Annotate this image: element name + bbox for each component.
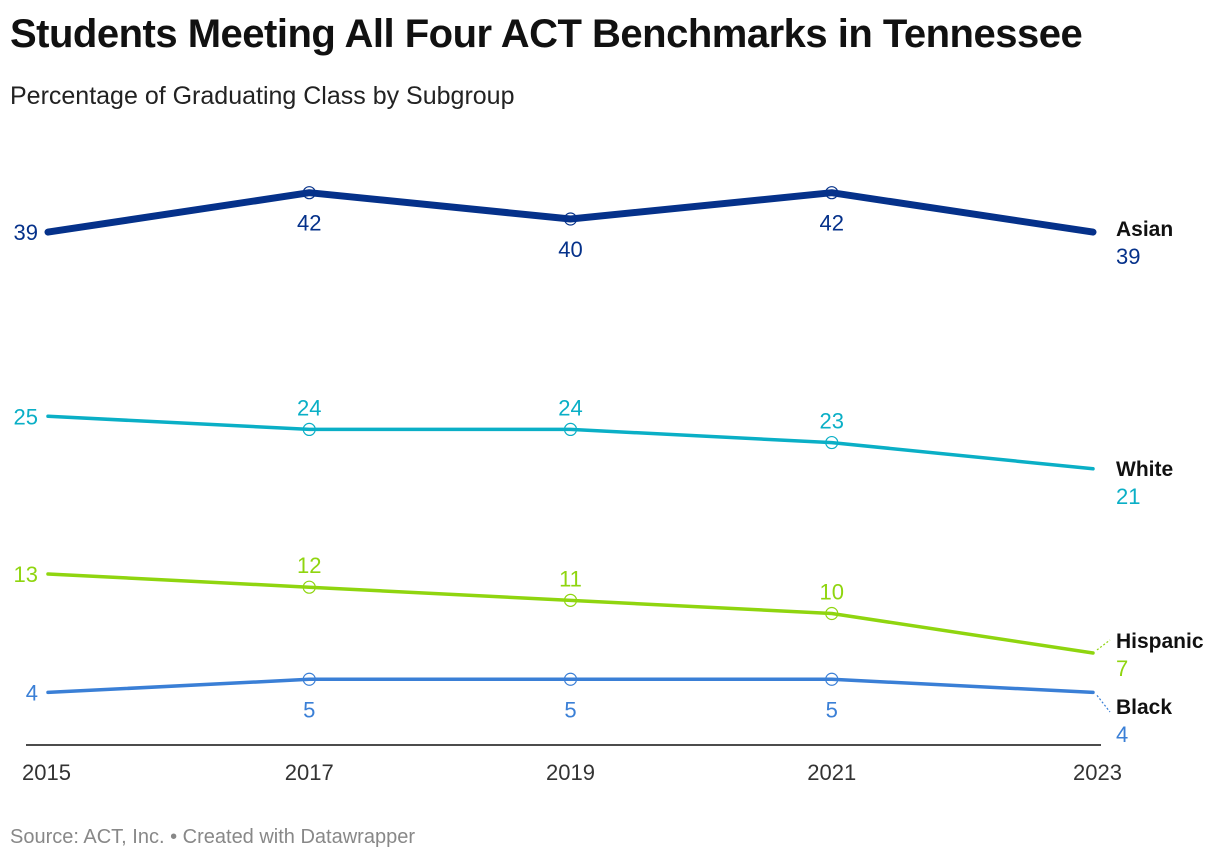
data-label-hispanic: 10	[820, 580, 844, 605]
point-marker-hispanic	[302, 580, 316, 594]
series-line-black	[46, 677, 1095, 695]
point-marker-hispanic	[825, 606, 839, 621]
data-labels: 39 42 40 42 Asian 39 25 24 24 23 White 21 13 12 11 10 Hi…	[14, 211, 1204, 747]
series-name-black: Black	[1116, 696, 1172, 719]
leader-line-black	[1096, 695, 1111, 713]
data-label-black: 5	[303, 697, 315, 722]
point-marker-hispanic	[563, 593, 578, 607]
series-name-hispanic: Hispanic	[1116, 630, 1204, 653]
data-label-hispanic: 12	[297, 553, 321, 578]
data-label-asian: 42	[297, 211, 321, 236]
chart-subtitle: Percentage of Graduating Class by Subgro…	[10, 82, 515, 110]
data-label-asian: 40	[558, 237, 582, 262]
end-value-asian: 39	[1116, 244, 1140, 269]
x-tick-label: 2019	[546, 760, 595, 785]
x-tick-label: 2017	[285, 760, 334, 785]
x-tick-label: 2015	[22, 760, 71, 785]
data-label-hispanic: 13	[14, 562, 38, 587]
point-marker-white	[302, 422, 316, 436]
point-marker-asian	[563, 212, 578, 226]
data-label-black: 4	[26, 680, 38, 705]
footer-separator: •	[170, 826, 178, 848]
point-marker-asian	[302, 186, 316, 200]
end-value-black: 4	[1116, 722, 1128, 747]
x-tick-label: 2021	[807, 760, 856, 785]
data-label-white: 23	[820, 409, 844, 434]
end-value-hispanic: 7	[1116, 656, 1128, 681]
data-label-black: 5	[564, 697, 576, 722]
series-name-asian: Asian	[1116, 218, 1173, 241]
source-note: Source: ACT, Inc.	[10, 826, 165, 848]
leader-line-hispanic	[1096, 639, 1111, 651]
data-label-asian: 42	[820, 211, 844, 236]
data-label-black: 5	[826, 697, 838, 722]
data-label-white: 25	[14, 404, 38, 429]
data-label-white: 24	[297, 395, 321, 420]
series-lines	[44, 186, 1097, 695]
data-label-white: 24	[558, 395, 582, 420]
x-tick-label: 2023	[1073, 760, 1122, 785]
point-marker-asian	[825, 186, 839, 200]
series-name-white: White	[1116, 458, 1173, 481]
chart-footer: Source: ACT, Inc. • Created with Datawra…	[10, 826, 415, 849]
series-line-white	[46, 414, 1095, 471]
point-marker-black	[563, 672, 578, 686]
data-label-hispanic: 11	[559, 566, 582, 591]
end-value-white: 21	[1116, 484, 1140, 509]
data-label-asian: 39	[14, 220, 38, 245]
point-marker-black	[302, 672, 316, 686]
series-line-hispanic	[46, 572, 1095, 655]
series-line-asian	[44, 189, 1097, 236]
point-marker-white	[563, 422, 578, 436]
credit-note: Created with Datawrapper	[182, 826, 415, 848]
x-axis-ticks: 2015 2017 2019 2021 2023	[22, 760, 1122, 785]
chart-title: Students Meeting All Four ACT Benchmarks…	[10, 12, 1083, 56]
point-marker-white	[825, 435, 839, 450]
point-marker-black	[825, 672, 839, 686]
